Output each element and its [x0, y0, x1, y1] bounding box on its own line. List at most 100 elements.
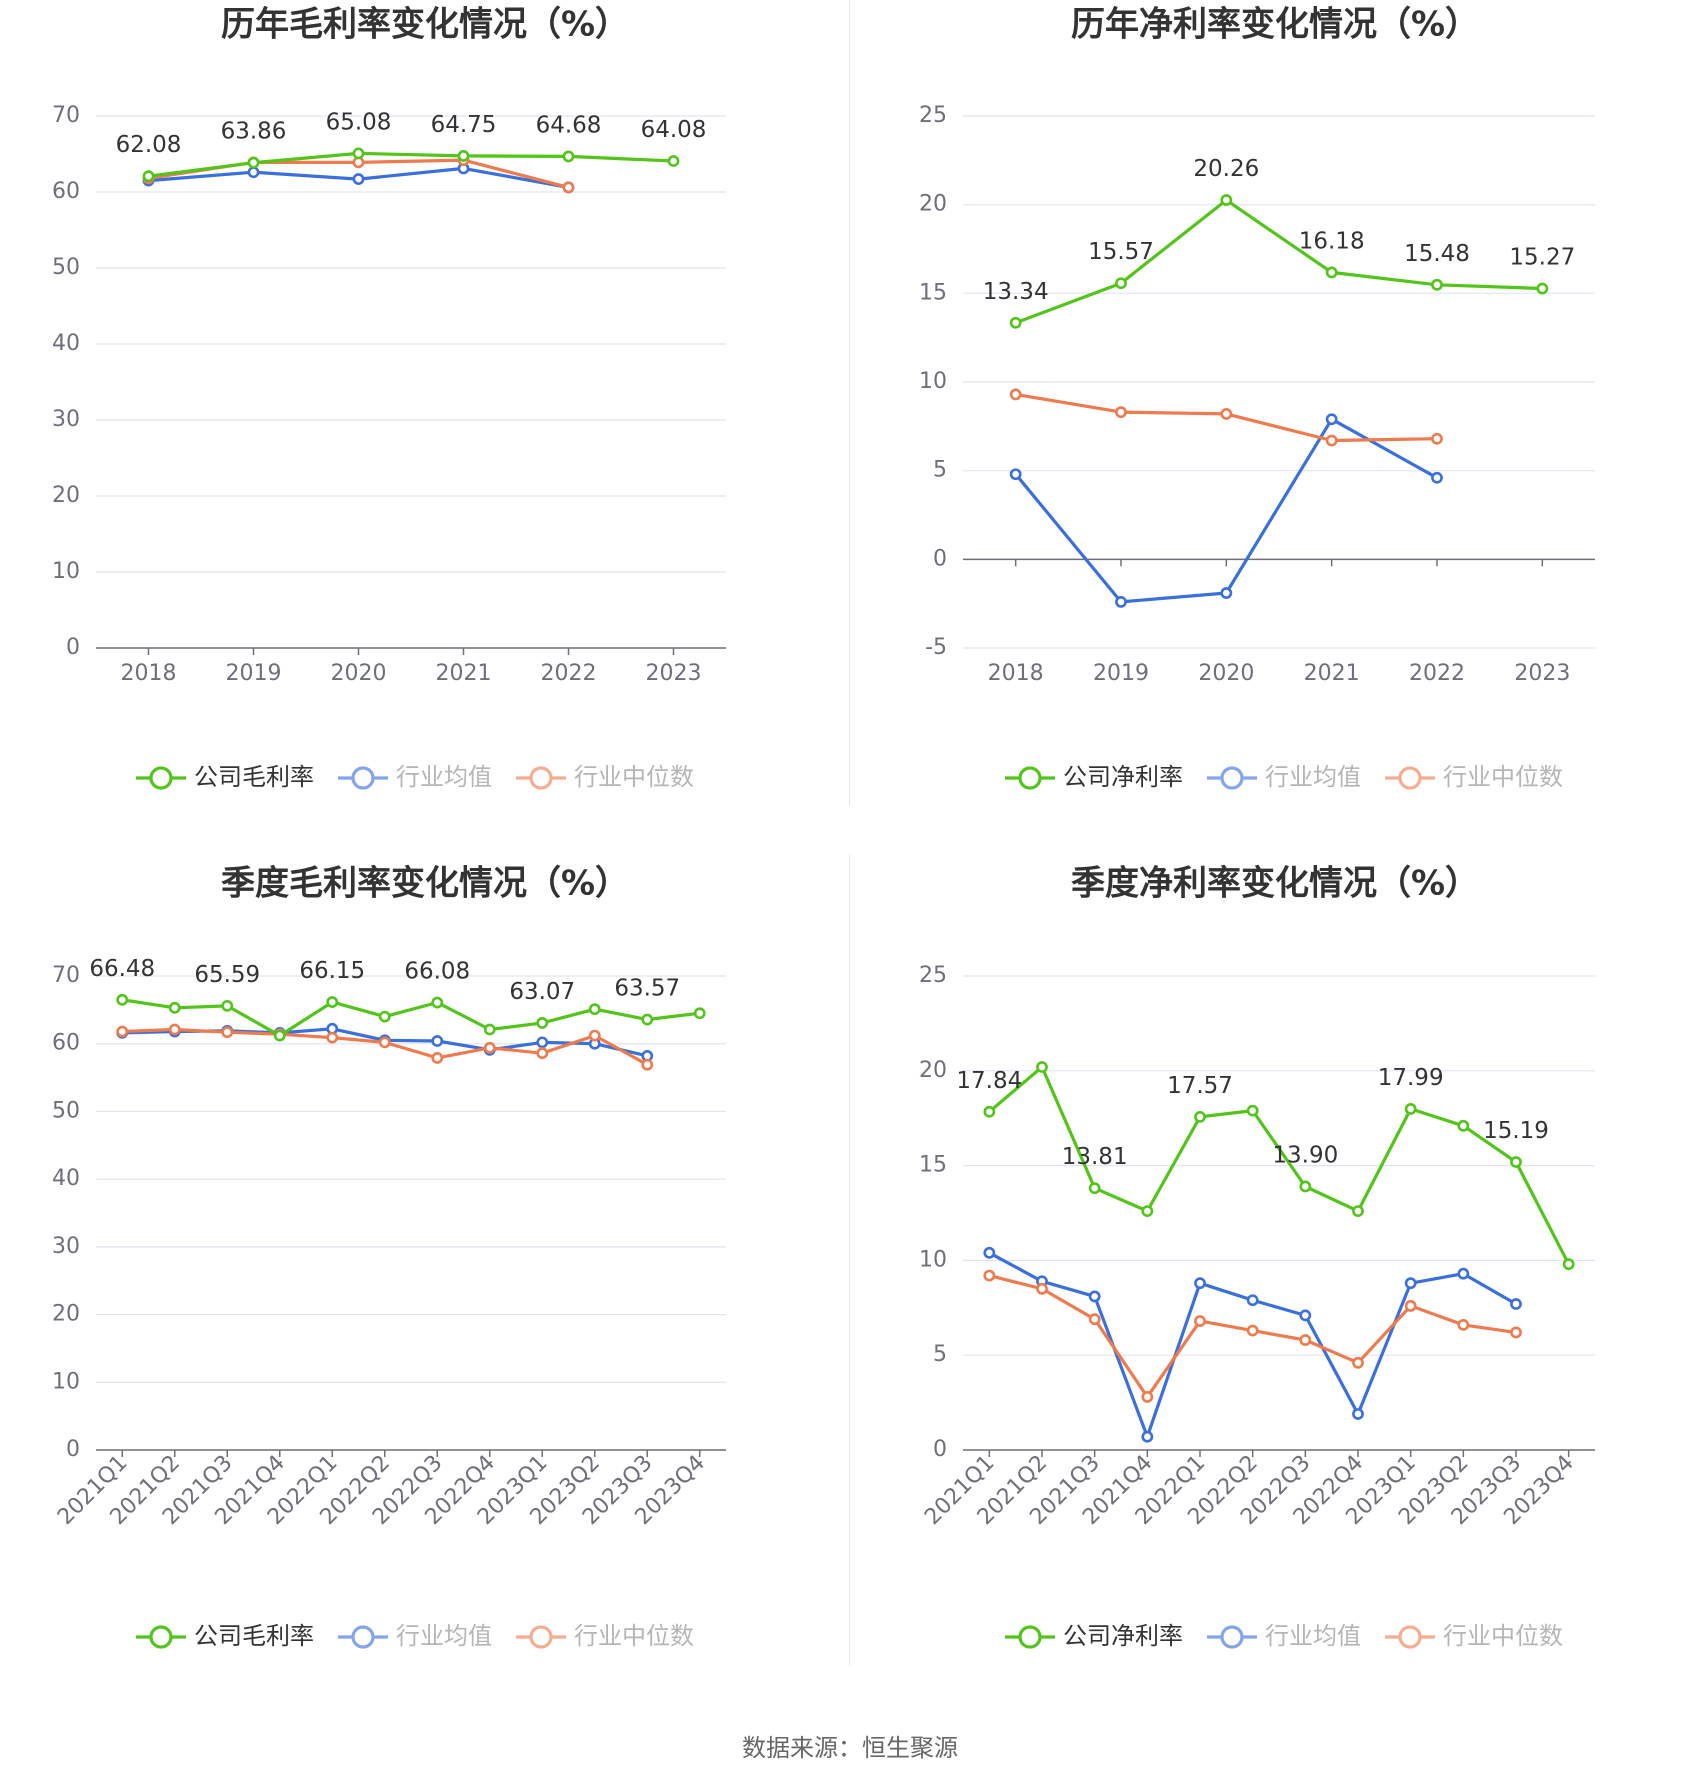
y-tick-label: 0	[933, 1437, 947, 1462]
data-point	[1220, 408, 1233, 420]
vertical-divider-bottom	[849, 855, 850, 1665]
data-point	[1457, 1119, 1470, 1132]
chart-4: 季度净利率变化情况（%）05101520252021Q12021Q22021Q3…	[919, 864, 1595, 1650]
y-tick-label: 20	[919, 192, 947, 217]
data-point	[457, 149, 470, 162]
y-tick-label: 10	[919, 1247, 947, 1272]
x-tick-label: 2021	[436, 661, 492, 686]
series-line	[122, 998, 700, 1038]
y-tick-label: 15	[919, 1153, 947, 1178]
legend-label: 公司毛利率	[194, 763, 314, 791]
y-tick-label: 5	[933, 1342, 947, 1367]
data-point	[1352, 1356, 1364, 1369]
data-point	[378, 1036, 391, 1049]
data-point	[221, 999, 234, 1012]
data-label: 15.48	[1404, 241, 1470, 267]
legend-label: 公司毛利率	[194, 1622, 314, 1650]
legend-item: 公司毛利率	[136, 1622, 314, 1650]
data-point	[1141, 1391, 1154, 1403]
data-point	[1457, 1318, 1470, 1331]
y-tick-label: 15	[919, 280, 947, 305]
y-tick-label: 50	[52, 1098, 80, 1123]
chart-1: 历年毛利率变化情况（%） 0 10 20 30 40 50 60 70 2018 2019 2020 2…	[52, 5, 726, 791]
data-point	[983, 1246, 996, 1259]
y-tick-label: 60	[52, 1031, 80, 1056]
y-tick-label: 30	[52, 1234, 80, 1259]
data-label: 15.19	[1483, 1118, 1549, 1144]
x-tick-label: 2021	[1304, 661, 1360, 686]
legend-label: 行业均值	[396, 1622, 492, 1650]
y-tick-label: 5	[933, 458, 947, 483]
data-point	[588, 1029, 601, 1042]
data-source-label: 数据来源：恒生聚源	[742, 1734, 958, 1762]
x-tick-label: 2018	[988, 661, 1044, 686]
data-point	[116, 1025, 129, 1038]
data-point	[1352, 1205, 1364, 1218]
legend-item: 行业中位数	[516, 1622, 694, 1650]
data-point	[221, 1026, 234, 1039]
data-point	[1352, 1408, 1364, 1420]
data-label: 64.75	[431, 112, 497, 138]
legend-label: 行业均值	[1265, 763, 1361, 791]
data-point	[1510, 1326, 1522, 1339]
data-point	[352, 147, 365, 160]
data-label: 15.27	[1509, 245, 1575, 271]
series-line	[1014, 417, 1438, 604]
data-point	[142, 170, 155, 183]
data-point	[247, 156, 260, 169]
series-line	[988, 1065, 1571, 1265]
data-point	[1009, 316, 1022, 329]
data-point	[1194, 1110, 1206, 1123]
data-label: 66.48	[89, 956, 155, 982]
data-label: 64.68	[536, 112, 602, 138]
data-point	[1431, 278, 1443, 291]
chart-2: 历年净利率变化情况（%） -5 0 5 10 15 20 25 2018 2019 2020 2021…	[919, 5, 1595, 791]
legend-swatch-marker	[1398, 1625, 1422, 1649]
data-label: 15.57	[1088, 239, 1154, 265]
data-label: 62.08	[116, 132, 182, 158]
x-tick-label: 2023	[646, 661, 702, 686]
data-point	[1325, 413, 1338, 426]
data-point	[352, 173, 365, 185]
data-point	[1562, 1258, 1575, 1271]
legend-item: 行业均值	[1207, 763, 1361, 791]
data-label: 63.86	[221, 119, 287, 145]
y-tick-label: 10	[52, 559, 80, 584]
legend-label: 公司净利率	[1063, 763, 1183, 791]
data-point	[1141, 1205, 1154, 1218]
chart-title: 历年净利率变化情况（%）	[1071, 5, 1479, 45]
legend-item: 行业均值	[1207, 1622, 1361, 1650]
data-point	[1036, 1282, 1048, 1295]
data-point	[247, 166, 260, 179]
legend-item: 行业中位数	[1385, 1622, 1563, 1650]
data-label: 66.15	[299, 958, 365, 984]
legend-swatch-marker	[1018, 1625, 1042, 1649]
legend-swatch-marker	[1220, 1625, 1244, 1649]
legend-label: 行业中位数	[1443, 763, 1563, 791]
data-point	[431, 1035, 444, 1047]
data-point	[1220, 194, 1233, 206]
data-label: 63.57	[614, 976, 680, 1002]
legend-swatch-marker	[351, 766, 375, 790]
legend-item: 公司净利率	[1005, 763, 1183, 791]
data-point	[1194, 1315, 1206, 1327]
data-point	[326, 1031, 339, 1044]
legend-item: 行业中位数	[1385, 763, 1563, 791]
data-point	[1325, 266, 1338, 279]
legend-item: 行业均值	[338, 763, 492, 791]
data-label: 17.99	[1378, 1065, 1444, 1091]
series-line	[988, 1251, 1517, 1439]
x-tick-label: 2018	[121, 661, 177, 686]
data-point	[1220, 587, 1233, 599]
data-point	[1299, 1309, 1312, 1322]
y-tick-label: 60	[52, 179, 80, 204]
data-point	[168, 1001, 181, 1014]
data-point	[326, 996, 339, 1008]
data-point	[536, 1047, 549, 1060]
data-point	[1088, 1182, 1101, 1195]
data-point	[562, 181, 575, 194]
y-tick-label: 20	[52, 1302, 80, 1327]
data-point	[1009, 468, 1022, 481]
data-point	[1325, 434, 1338, 447]
